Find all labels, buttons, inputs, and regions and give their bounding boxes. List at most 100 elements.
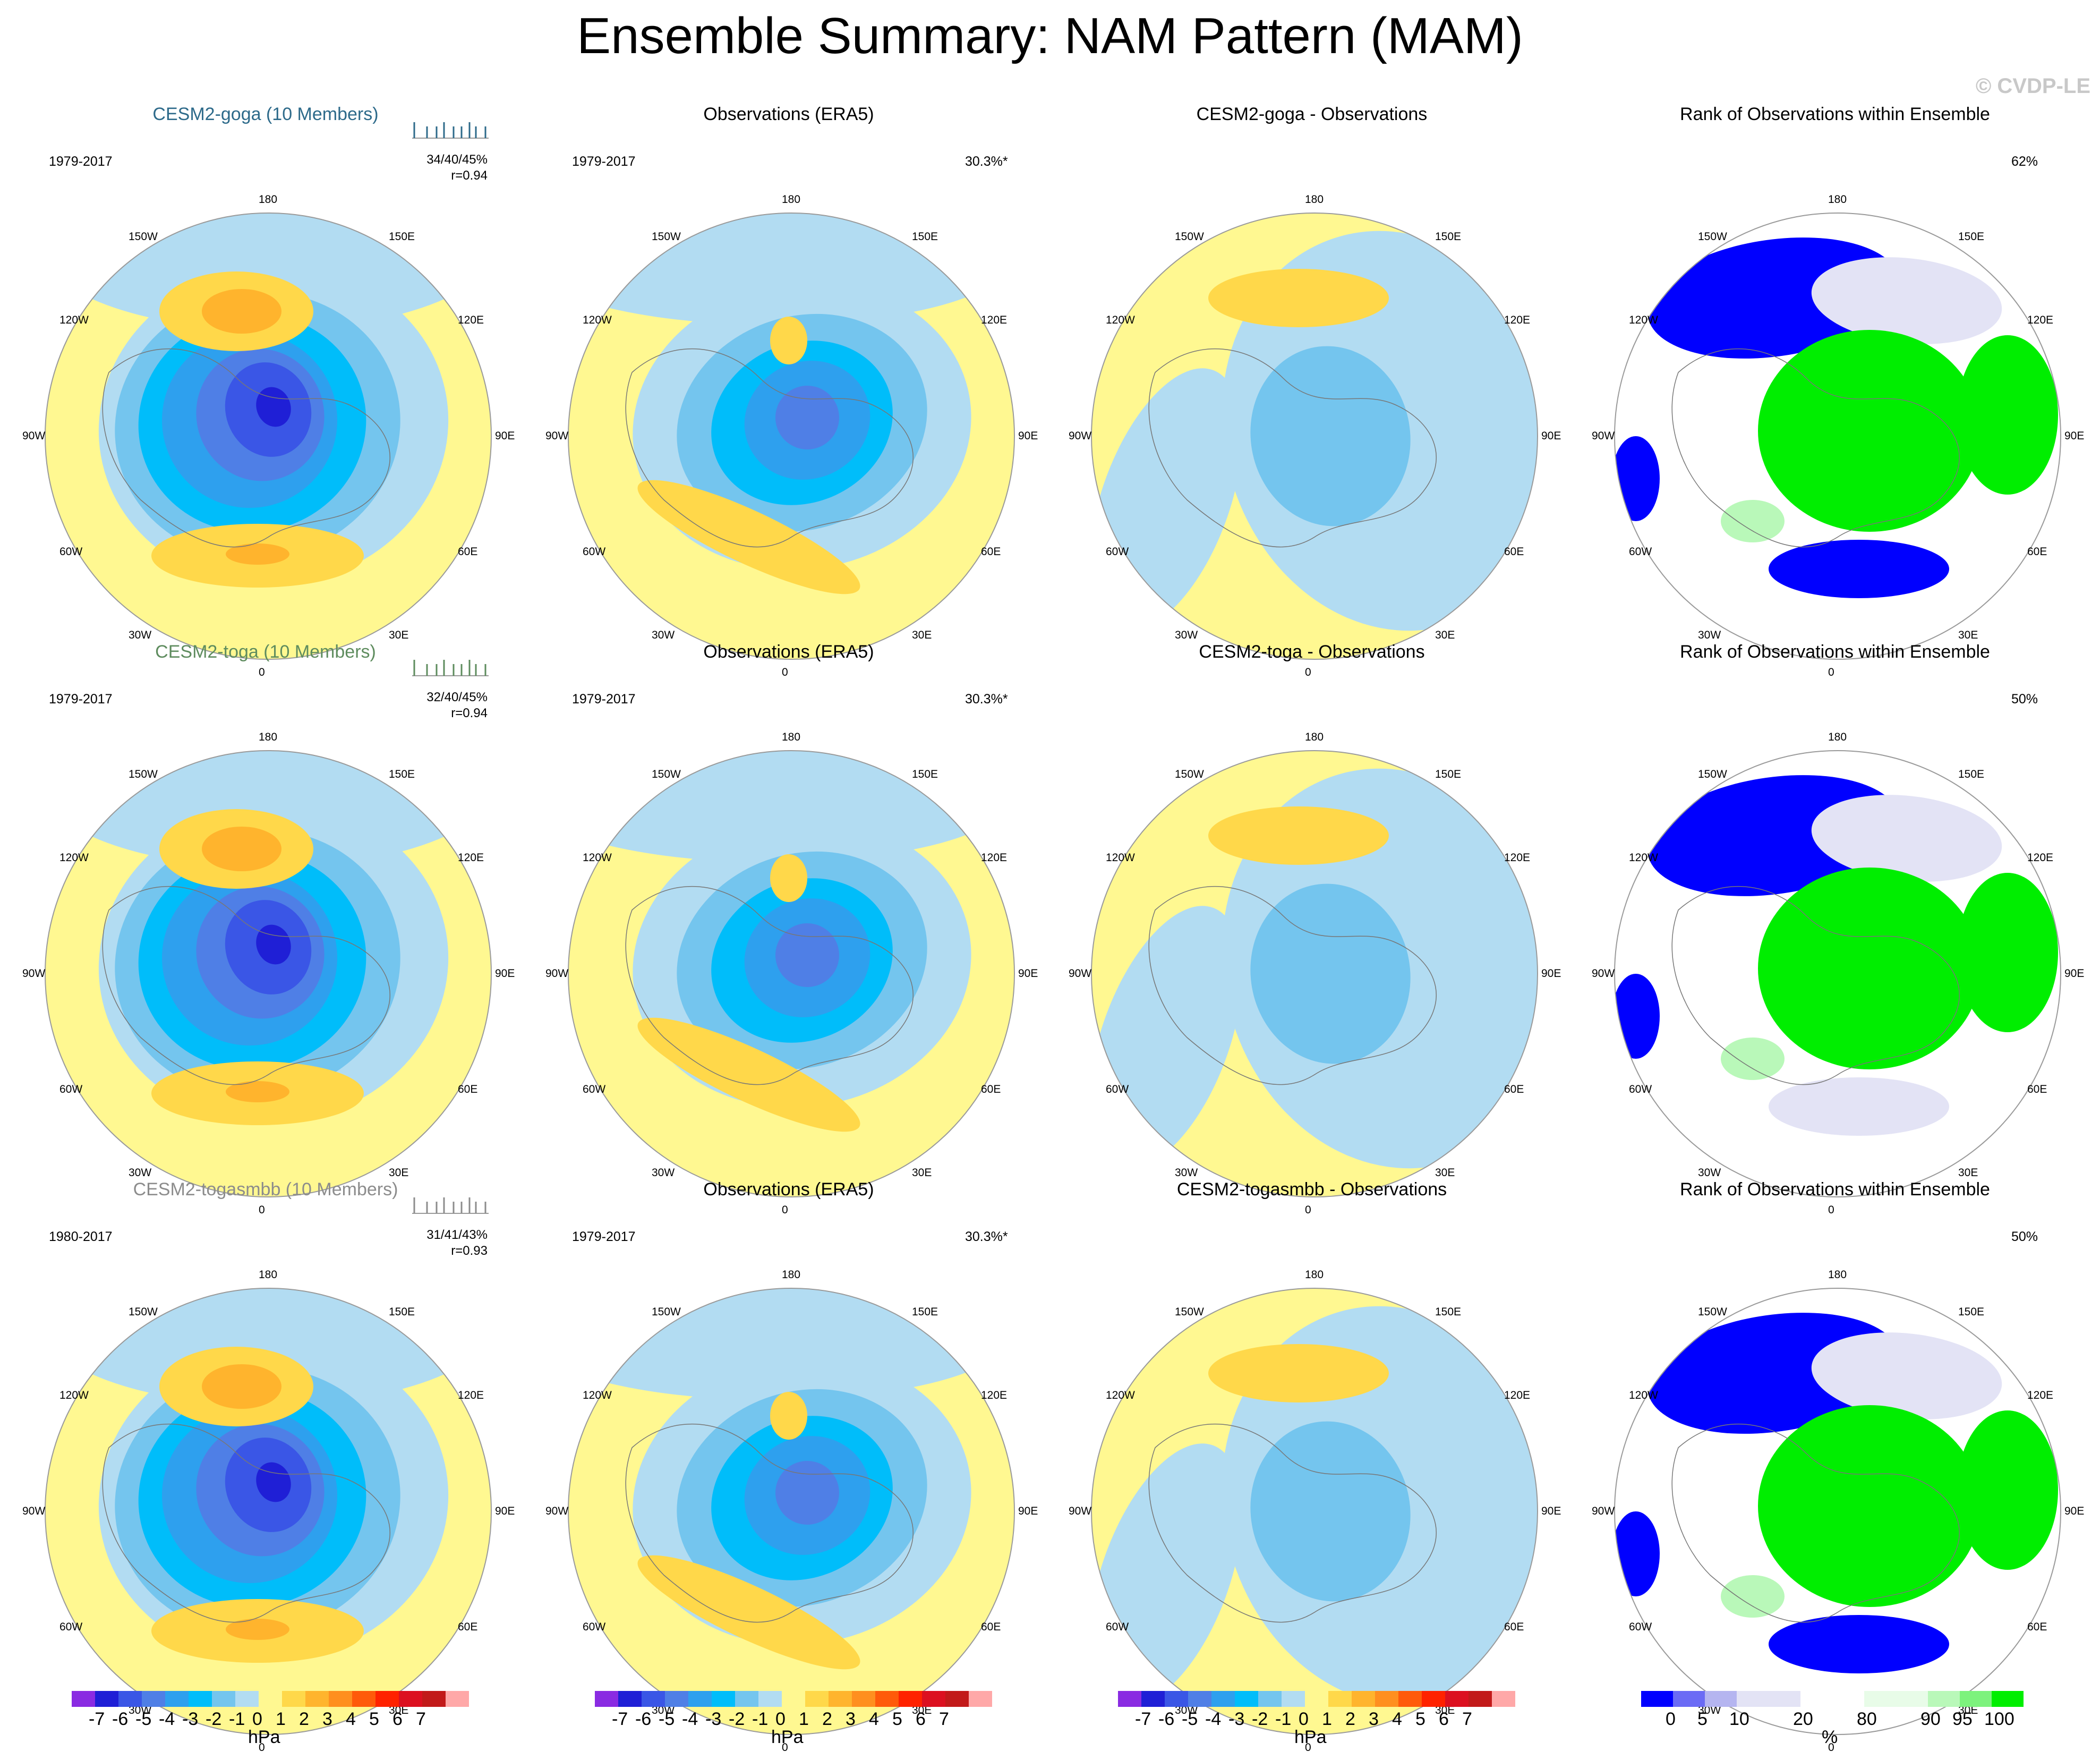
colorbar-label: 6	[916, 1709, 926, 1729]
colorbar-swatch	[969, 1691, 992, 1707]
panel-title: Observations (ERA5)	[703, 642, 874, 662]
longitude-label: 60E	[1504, 546, 1524, 558]
colorbar-label: 6	[1439, 1709, 1449, 1729]
map-border	[45, 212, 492, 660]
time-period: 1979-2017	[572, 1229, 636, 1244]
longitude-label: 90E	[1018, 430, 1038, 442]
colorbar-swatch	[1305, 1691, 1328, 1707]
pattern-correlation: r=0.94	[451, 706, 488, 720]
longitude-label: 120W	[59, 852, 89, 864]
longitude-label: 180	[1828, 731, 1847, 743]
colorbar-label: 0	[1299, 1709, 1309, 1729]
longitude-label: 60E	[458, 1083, 478, 1095]
longitude-label: 60E	[458, 1621, 478, 1633]
longitude-label: 120E	[1504, 314, 1531, 326]
pacific-high	[770, 1392, 807, 1440]
longitude-label: 150E	[912, 1306, 938, 1318]
colorbar-label: 7	[1462, 1709, 1472, 1729]
longitude-label: 60W	[1629, 1621, 1652, 1633]
colorbar-swatch	[399, 1691, 422, 1707]
longitude-label: 60W	[1106, 1083, 1129, 1095]
colorbar-label: -2	[206, 1709, 222, 1729]
pacific-positive-diff	[1208, 1344, 1389, 1402]
panel-row3-rank: Rank of Observations within Ensemble 50% 1…	[1575, 1170, 2095, 1754]
percent-variance-range: 34/40/45%	[426, 152, 488, 167]
longitude-label: 30W	[1175, 629, 1198, 641]
polar-stereographic-map	[1614, 212, 2061, 660]
colorbar-swatch	[1673, 1691, 1705, 1707]
colorbar-swatch	[329, 1691, 352, 1707]
longitude-label: 120E	[2027, 852, 2054, 864]
longitude-label: 30W	[652, 1167, 675, 1179]
longitude-label: 120W	[1629, 852, 1658, 864]
longitude-label: 60W	[1106, 546, 1129, 558]
longitude-label: 30E	[389, 1167, 409, 1179]
panel-row1-rank: Rank of Observations within Ensemble 62% 1…	[1575, 95, 2095, 678]
colorbar-swatch	[688, 1691, 712, 1707]
colorbar-swatch	[422, 1691, 446, 1707]
longitude-label: 60E	[2027, 1621, 2047, 1633]
map-border	[568, 750, 1015, 1197]
longitude-label: 90E	[1018, 1505, 1038, 1517]
polar-stereographic-map	[568, 750, 1015, 1197]
colorbar-swatch	[852, 1691, 875, 1707]
longitude-label: 90E	[495, 430, 515, 442]
coastline	[1671, 348, 1960, 548]
colorbar-swatch	[142, 1691, 165, 1707]
polar-stereographic-map	[45, 1288, 492, 1735]
longitude-label: 60W	[583, 1083, 606, 1095]
longitude-label: 150W	[652, 231, 681, 243]
longitude-label: 0	[782, 666, 788, 678]
rank-above-95-eurasia	[1957, 335, 2058, 495]
colorbar-label: 2	[1345, 1709, 1355, 1729]
colorbar-label: 0	[252, 1709, 262, 1729]
colorbar-label: -4	[1205, 1709, 1222, 1729]
rank-atlantic-region	[1769, 540, 1949, 598]
colorbar-swatch	[1445, 1691, 1469, 1707]
longitude-label: 60E	[1504, 1083, 1524, 1095]
longitude-label: 60W	[59, 1621, 83, 1633]
longitude-label: 90E	[2064, 1505, 2085, 1517]
map-border	[1091, 1288, 1538, 1735]
longitude-label: 120E	[981, 852, 1008, 864]
map-border	[1614, 212, 2061, 660]
longitude-label: 30W	[1698, 1167, 1721, 1179]
panel-title: CESM2-togasmbb - Observations	[1176, 1179, 1447, 1200]
pacific-high-level-2	[202, 1364, 281, 1409]
coastline	[1148, 348, 1437, 548]
time-period: 1979-2017	[572, 154, 636, 169]
longitude-label: 30E	[389, 1704, 409, 1716]
longitude-label: 120W	[1106, 1389, 1135, 1401]
colorbar-label: 5	[369, 1709, 379, 1729]
longitude-label: 30E	[389, 629, 409, 641]
colorbar-label: 100	[1984, 1709, 2014, 1729]
colorbar-unit: hPa	[248, 1727, 280, 1747]
map-border	[568, 212, 1015, 660]
colorbar-label: 4	[869, 1709, 879, 1729]
colorbar-swatch	[1375, 1691, 1398, 1707]
longitude-label: 0	[259, 1741, 265, 1754]
time-period: 1979-2017	[49, 154, 113, 169]
colorbar-label: 4	[346, 1709, 356, 1729]
colorbar-swatch	[282, 1691, 305, 1707]
longitude-label: 0	[1828, 1204, 1834, 1216]
rank-colorbar-unit: %	[1822, 1727, 1838, 1747]
longitude-label: 90W	[1069, 1505, 1092, 1517]
longitude-label: 120E	[458, 314, 484, 326]
panel-title: Rank of Observations within Ensemble	[1680, 1179, 1990, 1200]
colorbar-label: 0	[1666, 1709, 1676, 1729]
colorbar-swatch	[1422, 1691, 1445, 1707]
pacific-high-level-2	[202, 827, 281, 871]
longitude-label: 60W	[583, 1621, 606, 1633]
pacific-positive-diff	[1208, 806, 1389, 865]
longitude-label: 90W	[1069, 430, 1092, 442]
colorbar-label: 90	[1920, 1709, 1941, 1729]
colorbar-swatch	[72, 1691, 95, 1707]
colorbar-swatch	[212, 1691, 235, 1707]
colorbar-swatch	[1282, 1691, 1305, 1707]
watermark: © CVDP-LE	[1975, 74, 2090, 98]
colorbar-label: 1	[799, 1709, 809, 1729]
atlantic-high	[637, 480, 860, 594]
polar-stereographic-map	[45, 750, 492, 1197]
negative-diff-level-2	[1250, 883, 1411, 1064]
